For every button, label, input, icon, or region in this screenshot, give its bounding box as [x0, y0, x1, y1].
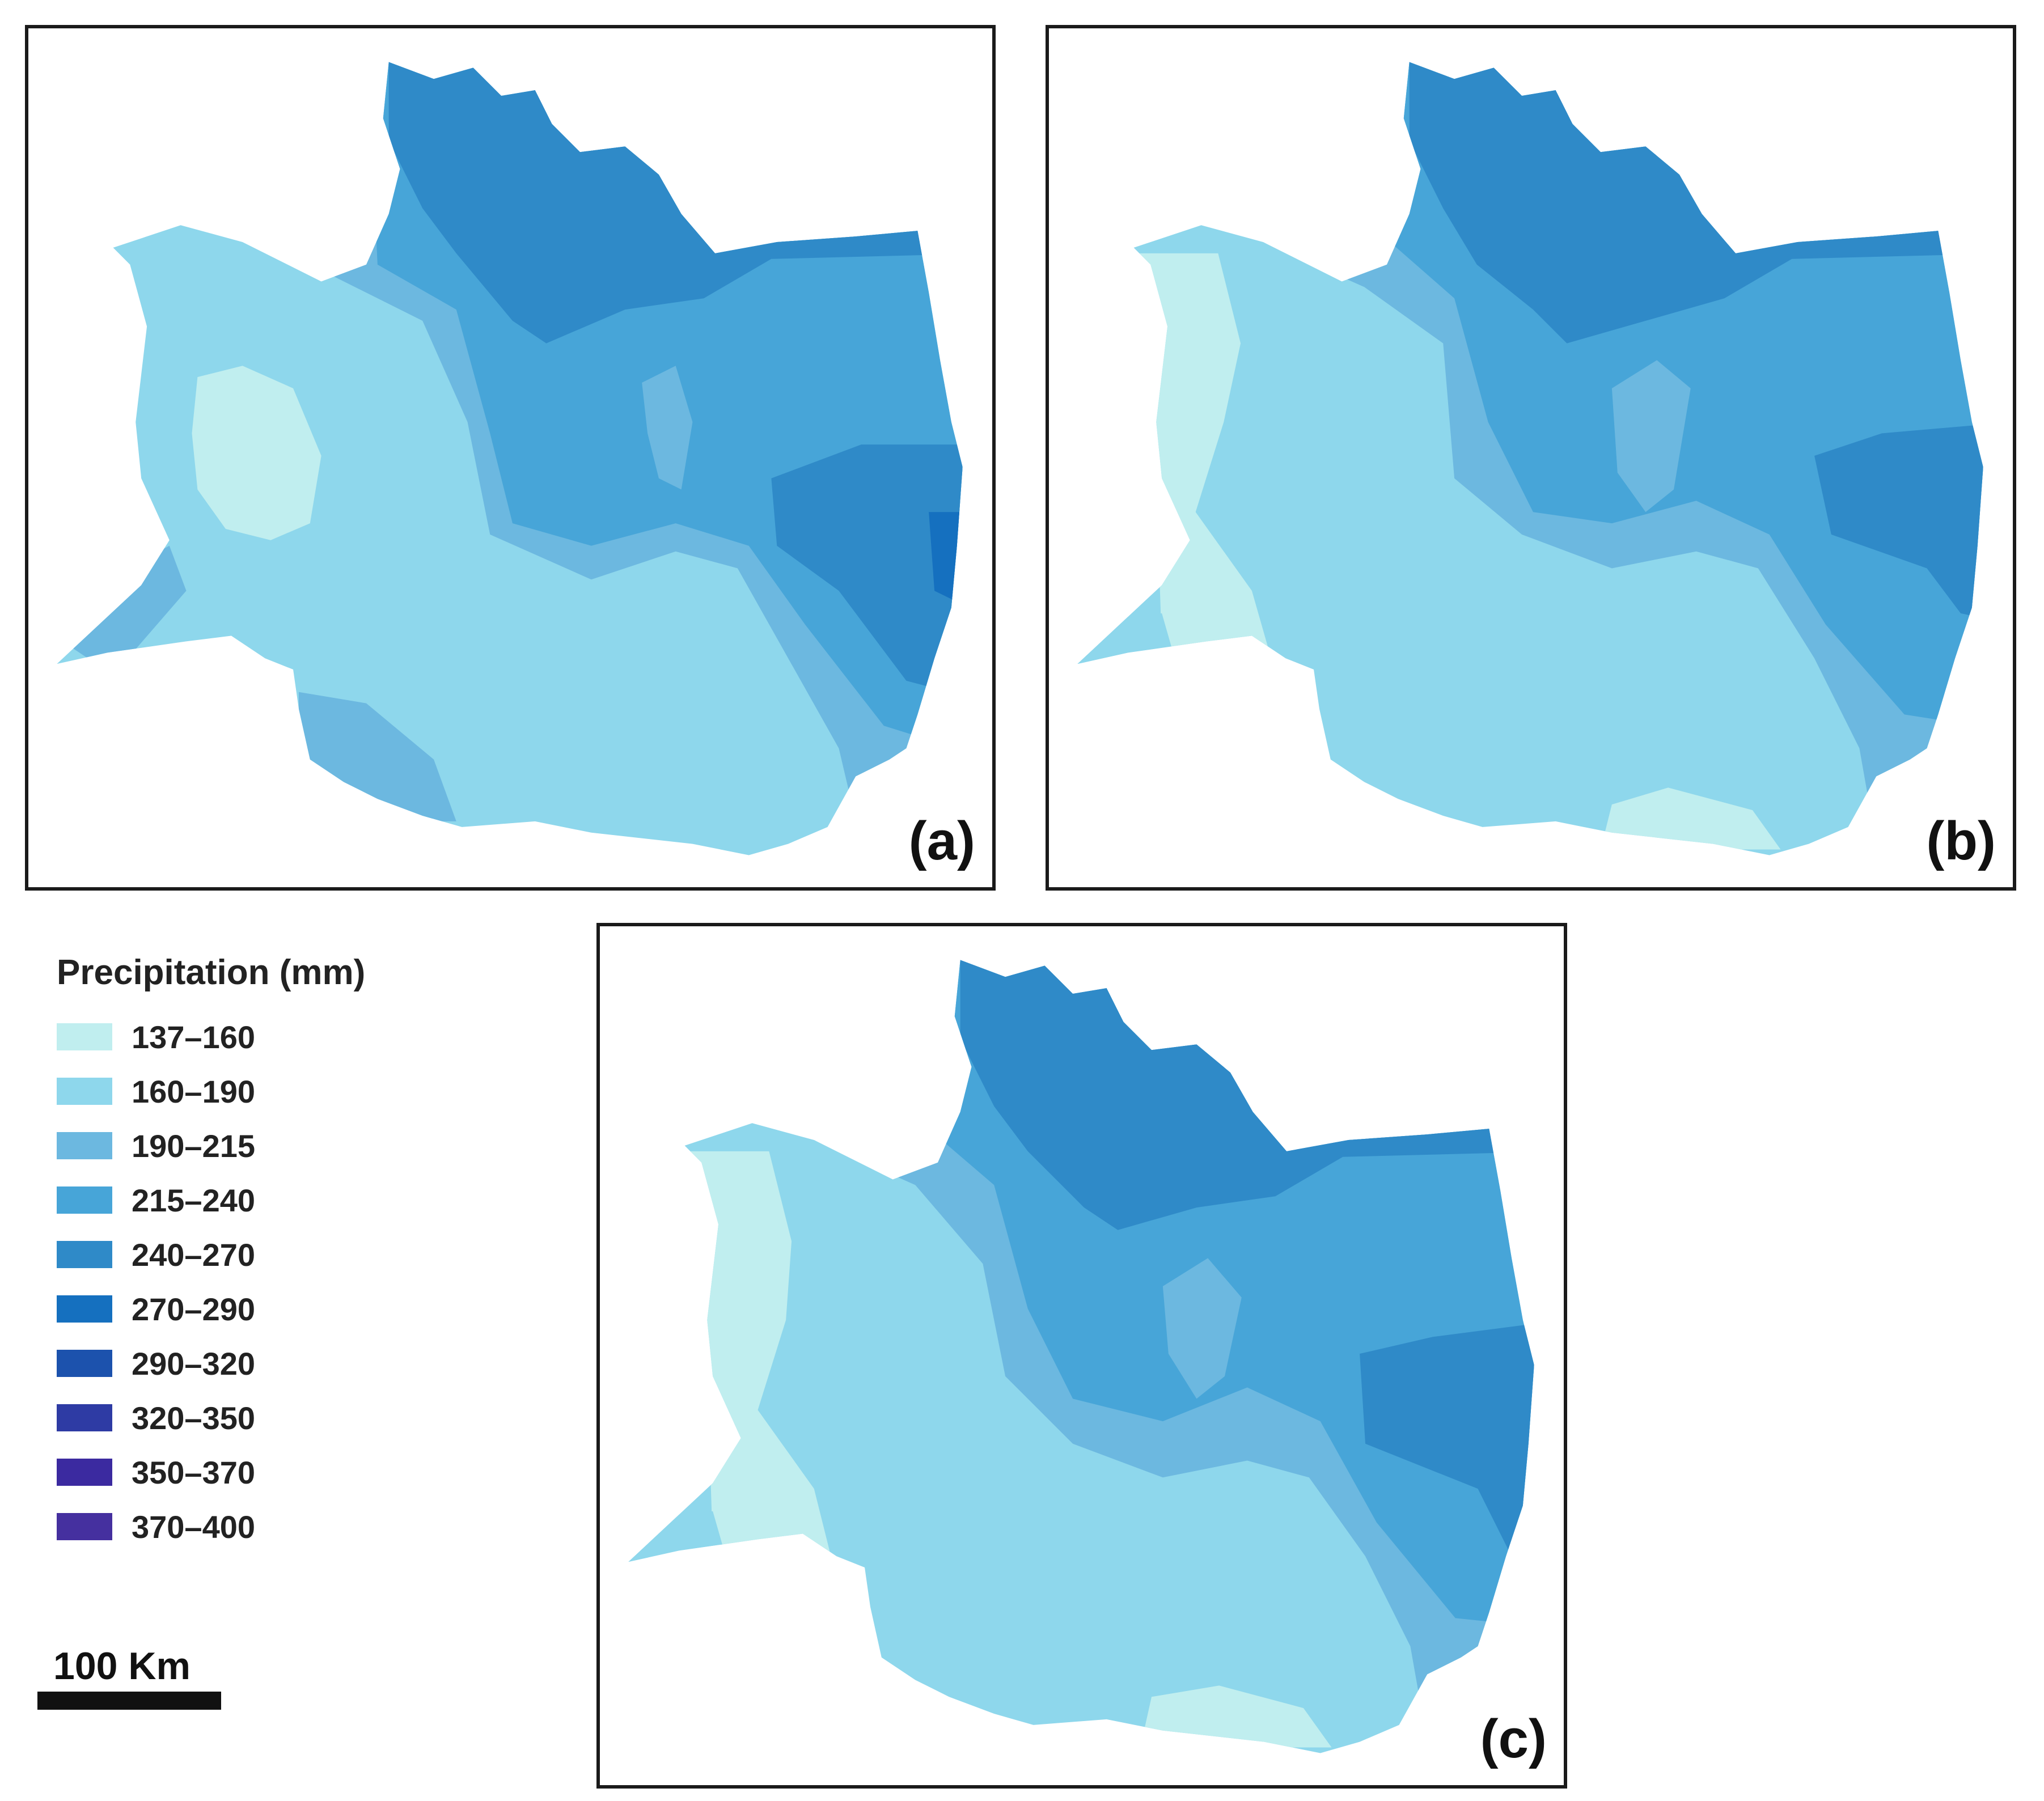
legend-item: 137–160	[57, 1010, 488, 1064]
legend-swatch	[57, 1295, 112, 1323]
map-panel-b: (b)	[1046, 25, 2016, 891]
zone-240-270-east	[1360, 1320, 1534, 1573]
legend-swatch	[57, 1350, 112, 1377]
panel-label-c: (c)	[1480, 1709, 1547, 1769]
panel-label-a: (a)	[908, 811, 975, 871]
legend-item: 290–320	[57, 1336, 488, 1391]
zone-160-190-southwest	[628, 1511, 724, 1573]
legend-label: 190–215	[132, 1128, 256, 1164]
zone-240-270-east	[771, 444, 963, 704]
legend-label: 320–350	[132, 1400, 256, 1436]
legend-swatch	[57, 1023, 112, 1050]
legend-item: 215–240	[57, 1173, 488, 1227]
legend-item: 370–400	[57, 1499, 488, 1554]
panel-label-b: (b)	[1926, 811, 1996, 871]
zone-137-160-south	[1140, 1685, 1332, 1748]
legend-label: 160–190	[132, 1073, 256, 1109]
zone-137-160-south	[1601, 787, 1781, 850]
zone-190-215-southwest	[57, 545, 187, 675]
legend-swatch	[57, 1078, 112, 1105]
legend-swatch	[57, 1132, 112, 1159]
precipitation-map-a	[57, 62, 963, 855]
legend-swatch	[57, 1513, 112, 1540]
legend-item: 160–190	[57, 1064, 488, 1118]
zone-190-215-inset	[1162, 1258, 1242, 1399]
legend-label: 350–370	[132, 1454, 256, 1490]
zone-160-190-southwest	[1077, 613, 1173, 675]
legend-items: 137–160 160–190 190–215 215–240 240–270 270–2…	[57, 1010, 488, 1554]
legend-item: 320–350	[57, 1391, 488, 1445]
legend: Precipitation (mm) 137–160 160–190 190–215…	[57, 952, 488, 1554]
legend-item: 190–215	[57, 1118, 488, 1173]
legend-item: 240–270	[57, 1227, 488, 1282]
zone-190-215-inset	[1611, 360, 1691, 512]
scale-bar-line	[37, 1692, 221, 1710]
legend-label: 215–240	[132, 1182, 256, 1218]
legend-swatch	[57, 1404, 112, 1431]
legend-swatch	[57, 1186, 112, 1214]
zone-240-270-east	[1814, 422, 1983, 625]
zone-137-160	[1128, 253, 1275, 692]
map-panel-a: (a)	[25, 25, 996, 891]
legend-label: 370–400	[132, 1508, 256, 1545]
legend-item: 350–370	[57, 1445, 488, 1499]
legend-item: 270–290	[57, 1282, 488, 1336]
legend-swatch	[57, 1241, 112, 1268]
legend-label: 137–160	[132, 1019, 256, 1055]
legend-label: 270–290	[132, 1291, 256, 1327]
precipitation-map-c	[628, 960, 1534, 1753]
zone-137-160	[679, 1151, 837, 1601]
legend-label: 240–270	[132, 1236, 256, 1273]
map-panel-c: (c)	[596, 923, 1567, 1789]
legend-swatch	[57, 1459, 112, 1486]
scale-bar-label: 100 Km	[53, 1645, 191, 1688]
scale-bar: 100 Km	[37, 1644, 225, 1710]
precipitation-map-b	[1077, 62, 1983, 855]
zone-137-160	[192, 366, 321, 540]
legend-title: Precipitation (mm)	[57, 953, 366, 992]
zone-190-215-inset	[642, 366, 693, 490]
legend-label: 290–320	[132, 1345, 256, 1382]
